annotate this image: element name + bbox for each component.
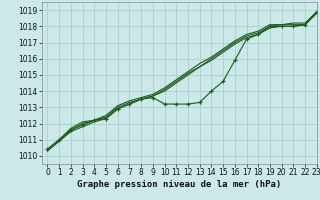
X-axis label: Graphe pression niveau de la mer (hPa): Graphe pression niveau de la mer (hPa) xyxy=(77,180,281,189)
